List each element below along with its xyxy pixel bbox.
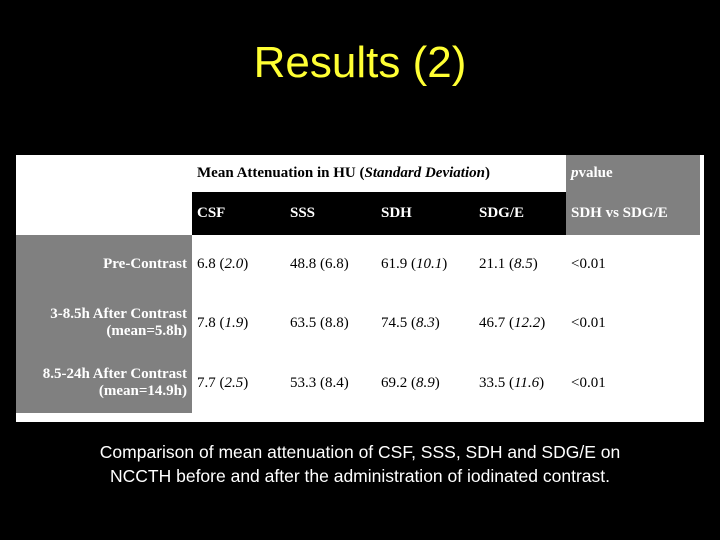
text-run: 21.1 ( [479,255,514,272]
column-header: SDH [376,192,474,235]
text-run: 33.5 ( [479,374,514,391]
results-table: Mean Attenuation in HU (Standard Deviati… [16,155,704,422]
text-run: 7.8 ( [197,314,225,331]
p-value-header: p value [566,155,700,192]
data-cell: 63.5 (8.8) [285,293,376,353]
text-run: 61.9 ( [381,255,416,272]
data-cell: 53.3 (8.4) [285,353,376,413]
text-run: ) [442,255,448,272]
text-run: <0.01 [571,255,606,272]
data-cell: 7.7 (2.5) [192,353,285,413]
data-cell: 74.5 (8.3) [376,293,474,353]
data-cell: <0.01 [566,235,700,293]
text-run: p [571,165,579,181]
text-run: ) [243,374,249,391]
data-cell: 46.7 (12.2) [474,293,566,353]
text-run: 63.5 (8.8) [290,314,349,331]
text-run: 1.9 [224,314,244,331]
data-cell: 33.5 (11.6) [474,353,566,413]
row-label-line: (mean=14.9h) [98,383,187,399]
row-label-line: 8.5-24h After Contrast [42,366,187,382]
text-run: 11.6 [514,374,540,391]
group-header: Mean Attenuation in HU (Standard Deviati… [192,155,566,192]
text-run: value [578,165,613,181]
row-label: 3-8.5h After Contrast (mean=5.8h) [16,293,192,353]
text-run: 10.1 [416,255,443,272]
row-label: Pre-Contrast [16,235,192,293]
text-run: 8.3 [416,314,435,331]
row-label-line: (mean=5.8h) [106,323,187,339]
data-cell: 7.8 (1.9) [192,293,285,353]
text-run: ) [243,255,249,272]
text-run: 2.5 [224,374,244,391]
text-run: <0.01 [571,314,606,331]
slide-title: Results (2) [253,38,467,87]
row-label-line: 3-8.5h After Contrast [50,306,187,322]
text-run: ) [532,255,538,272]
text-run: Mean Attenuation in HU ( [197,165,365,181]
column-header: SSS [285,192,376,235]
text-run: 46.7 ( [479,314,514,331]
column-header: CSF [192,192,285,235]
text-run: 48.8 (6.8) [290,255,349,272]
text-run: ) [484,165,490,181]
text-run: ) [434,314,440,331]
text-run: 6.8 ( [197,255,225,272]
text-run: 69.2 ( [381,374,416,391]
text-run: 12.2 [514,314,541,331]
data-cell: <0.01 [566,353,700,413]
row-label: 8.5-24h After Contrast (mean=14.9h) [16,353,192,413]
caption-line: NCCTH before and after the administratio… [110,466,610,486]
caption-line: Comparison of mean attenuation of CSF, S… [99,442,621,462]
data-cell: 61.9 (10.1) [376,235,474,293]
data-cell: 69.2 (8.9) [376,353,474,413]
text-run: Standard Deviation [364,165,485,181]
row-label-line: Pre-Contrast [103,255,187,272]
column-header: SDG/E [474,192,566,235]
text-run: 74.5 ( [381,314,416,331]
caption: Comparison of mean attenuation of CSF, S… [0,440,720,488]
text-run: ) [434,374,440,391]
data-cell: 21.1 (8.5) [474,235,566,293]
text-run: ) [539,374,545,391]
data-cell: <0.01 [566,293,700,353]
data-cell: 6.8 (2.0) [192,235,285,293]
text-run: ) [540,314,546,331]
text-run: ) [243,314,249,331]
text-run: 53.3 (8.4) [290,374,349,391]
text-run: 7.7 ( [197,374,225,391]
text-run: <0.01 [571,374,606,391]
text-run: 8.9 [416,374,435,391]
text-run: 2.0 [224,255,244,272]
p-column-header: SDH vs SDG/E [566,192,700,235]
text-run: 8.5 [514,255,533,272]
data-cell: 48.8 (6.8) [285,235,376,293]
